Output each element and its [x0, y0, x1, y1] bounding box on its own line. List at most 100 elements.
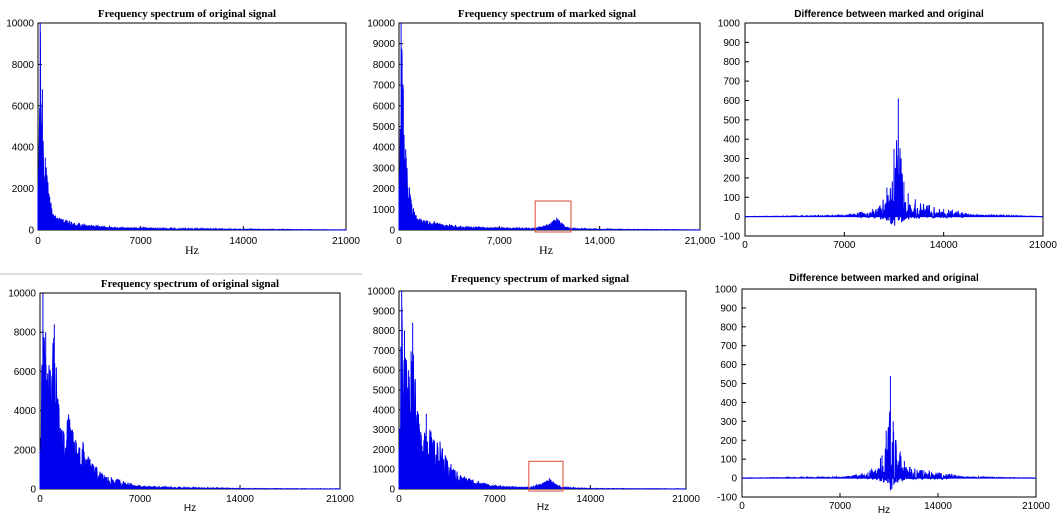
plot-frame — [744, 22, 1044, 237]
x-tick-label: 7000 — [829, 501, 852, 512]
chart-difference-top: Difference between marked and original -… — [718, 9, 1058, 251]
x-tick-label: 14000 — [576, 494, 604, 505]
y-tick-label: 1000 — [718, 19, 741, 30]
y-tick-label: 1000 — [715, 285, 738, 296]
chart-marked-top: Frequency spectrum of marked signal Hz 0… — [367, 8, 716, 257]
y-tick-label: 600 — [720, 360, 737, 371]
x-tick-label: 21000 — [326, 494, 354, 505]
y-tick-label: 2000 — [373, 445, 396, 456]
y-tick-label: 6000 — [12, 101, 35, 112]
chart-difference-bottom: Difference between marked and original H… — [715, 273, 1051, 515]
y-tick-label: 400 — [723, 135, 740, 146]
y-tick-label: 200 — [723, 173, 740, 184]
y-tick-label: -100 — [720, 232, 740, 243]
y-tick-label: 600 — [723, 96, 740, 107]
x-tick-label: 21000 — [672, 494, 700, 505]
plot-frame — [741, 288, 1037, 498]
chart-title: Frequency spectrum of original signal — [101, 278, 279, 290]
x-axis-label: Hz — [878, 505, 890, 515]
x-tick-label: 7000 — [130, 236, 153, 247]
y-tick-label: 0 — [30, 485, 36, 496]
x-tick-label: 7000 — [129, 494, 152, 505]
chart-title: Frequency spectrum of original signal — [98, 8, 276, 20]
plot-frame — [398, 22, 701, 231]
chart-original-bottom: Frequency spectrum of original signal Hz… — [8, 278, 354, 514]
y-tick-label: 2000 — [12, 184, 35, 195]
y-tick-label: 6000 — [14, 367, 37, 378]
x-axis-label: Hz — [184, 503, 196, 514]
y-tick-label: 300 — [720, 417, 737, 428]
x-tick-label: 21000 — [1029, 240, 1057, 251]
x-axis-label: Hz — [185, 243, 199, 257]
y-tick-label: 0 — [389, 485, 395, 496]
chart-title: Frequency spectrum of marked signal — [458, 8, 636, 20]
y-tick-label: 3000 — [373, 163, 396, 174]
y-tick-label: 8000 — [373, 326, 396, 337]
y-tick-label: 6000 — [373, 366, 396, 377]
y-tick-label: 1000 — [373, 465, 396, 476]
x-axis-label: Hz — [537, 502, 549, 513]
y-tick-label: 3000 — [373, 425, 396, 436]
spectrum-series — [37, 23, 347, 231]
x-tick-label: 21000 — [1022, 501, 1050, 512]
y-tick-label: 400 — [720, 398, 737, 409]
x-tick-label: 0 — [742, 240, 748, 251]
x-tick-label: 14000 — [924, 501, 952, 512]
x-tick-label: 7000 — [484, 494, 507, 505]
y-tick-label: 4000 — [12, 143, 35, 154]
y-tick-label: 4000 — [373, 405, 396, 416]
y-tick-label: 10000 — [367, 287, 395, 298]
x-tick-label: 14000 — [226, 494, 254, 505]
y-tick-label: 4000 — [14, 406, 37, 417]
spectrum-series — [398, 23, 701, 231]
x-tick-label: 0 — [396, 494, 402, 505]
chart-title: Difference between marked and original — [789, 273, 979, 284]
plot-frame — [37, 22, 347, 231]
y-tick-label: 2000 — [373, 184, 396, 195]
y-tick-label: 300 — [723, 154, 740, 165]
x-tick-label: 0 — [396, 236, 402, 247]
y-tick-label: 2000 — [14, 445, 37, 456]
y-tick-label: -100 — [717, 493, 737, 504]
y-tick-label: 900 — [723, 38, 740, 49]
y-tick-label: 0 — [389, 226, 395, 237]
y-tick-label: 8000 — [14, 328, 37, 339]
y-tick-label: 8000 — [12, 60, 35, 71]
y-tick-label: 0 — [28, 226, 34, 237]
x-tick-label: 7,000 — [487, 236, 512, 247]
chart-title: Frequency spectrum of marked signal — [451, 273, 629, 285]
y-tick-label: 5000 — [373, 122, 396, 133]
spectrum-series — [742, 376, 1036, 491]
y-tick-label: 500 — [723, 115, 740, 126]
x-tick-label: 0 — [739, 501, 745, 512]
y-tick-label: 800 — [720, 322, 737, 333]
y-tick-label: 100 — [723, 193, 740, 204]
x-tick-label: 0 — [37, 494, 43, 505]
y-tick-label: 10000 — [8, 289, 36, 300]
chart-title: Difference between marked and original — [794, 9, 984, 20]
y-tick-label: 9000 — [373, 306, 396, 317]
y-tick-label: 900 — [720, 303, 737, 314]
x-tick-label: 7000 — [833, 240, 856, 251]
y-tick-label: 0 — [731, 474, 737, 485]
y-tick-label: 0 — [734, 212, 740, 223]
y-tick-label: 700 — [720, 341, 737, 352]
spectrum-series — [398, 291, 687, 490]
x-tick-label: 21000 — [332, 236, 360, 247]
x-tick-label: 14,000 — [584, 236, 615, 247]
y-tick-label: 9000 — [373, 39, 396, 50]
watermark-highlight-box — [528, 460, 564, 492]
x-tick-label: 14000 — [229, 236, 257, 247]
y-tick-label: 800 — [723, 57, 740, 68]
y-tick-label: 7000 — [373, 346, 396, 357]
y-tick-label: 500 — [720, 379, 737, 390]
x-tick-label: 14000 — [930, 240, 958, 251]
spectrum-series — [39, 293, 341, 490]
watermark-highlight-box — [534, 200, 572, 233]
y-tick-label: 100 — [720, 455, 737, 466]
y-tick-label: 5000 — [373, 386, 396, 397]
y-tick-label: 7000 — [373, 81, 396, 92]
chart-original-top: Frequency spectrum of original signal Hz… — [6, 8, 360, 257]
y-tick-label: 6000 — [373, 101, 396, 112]
